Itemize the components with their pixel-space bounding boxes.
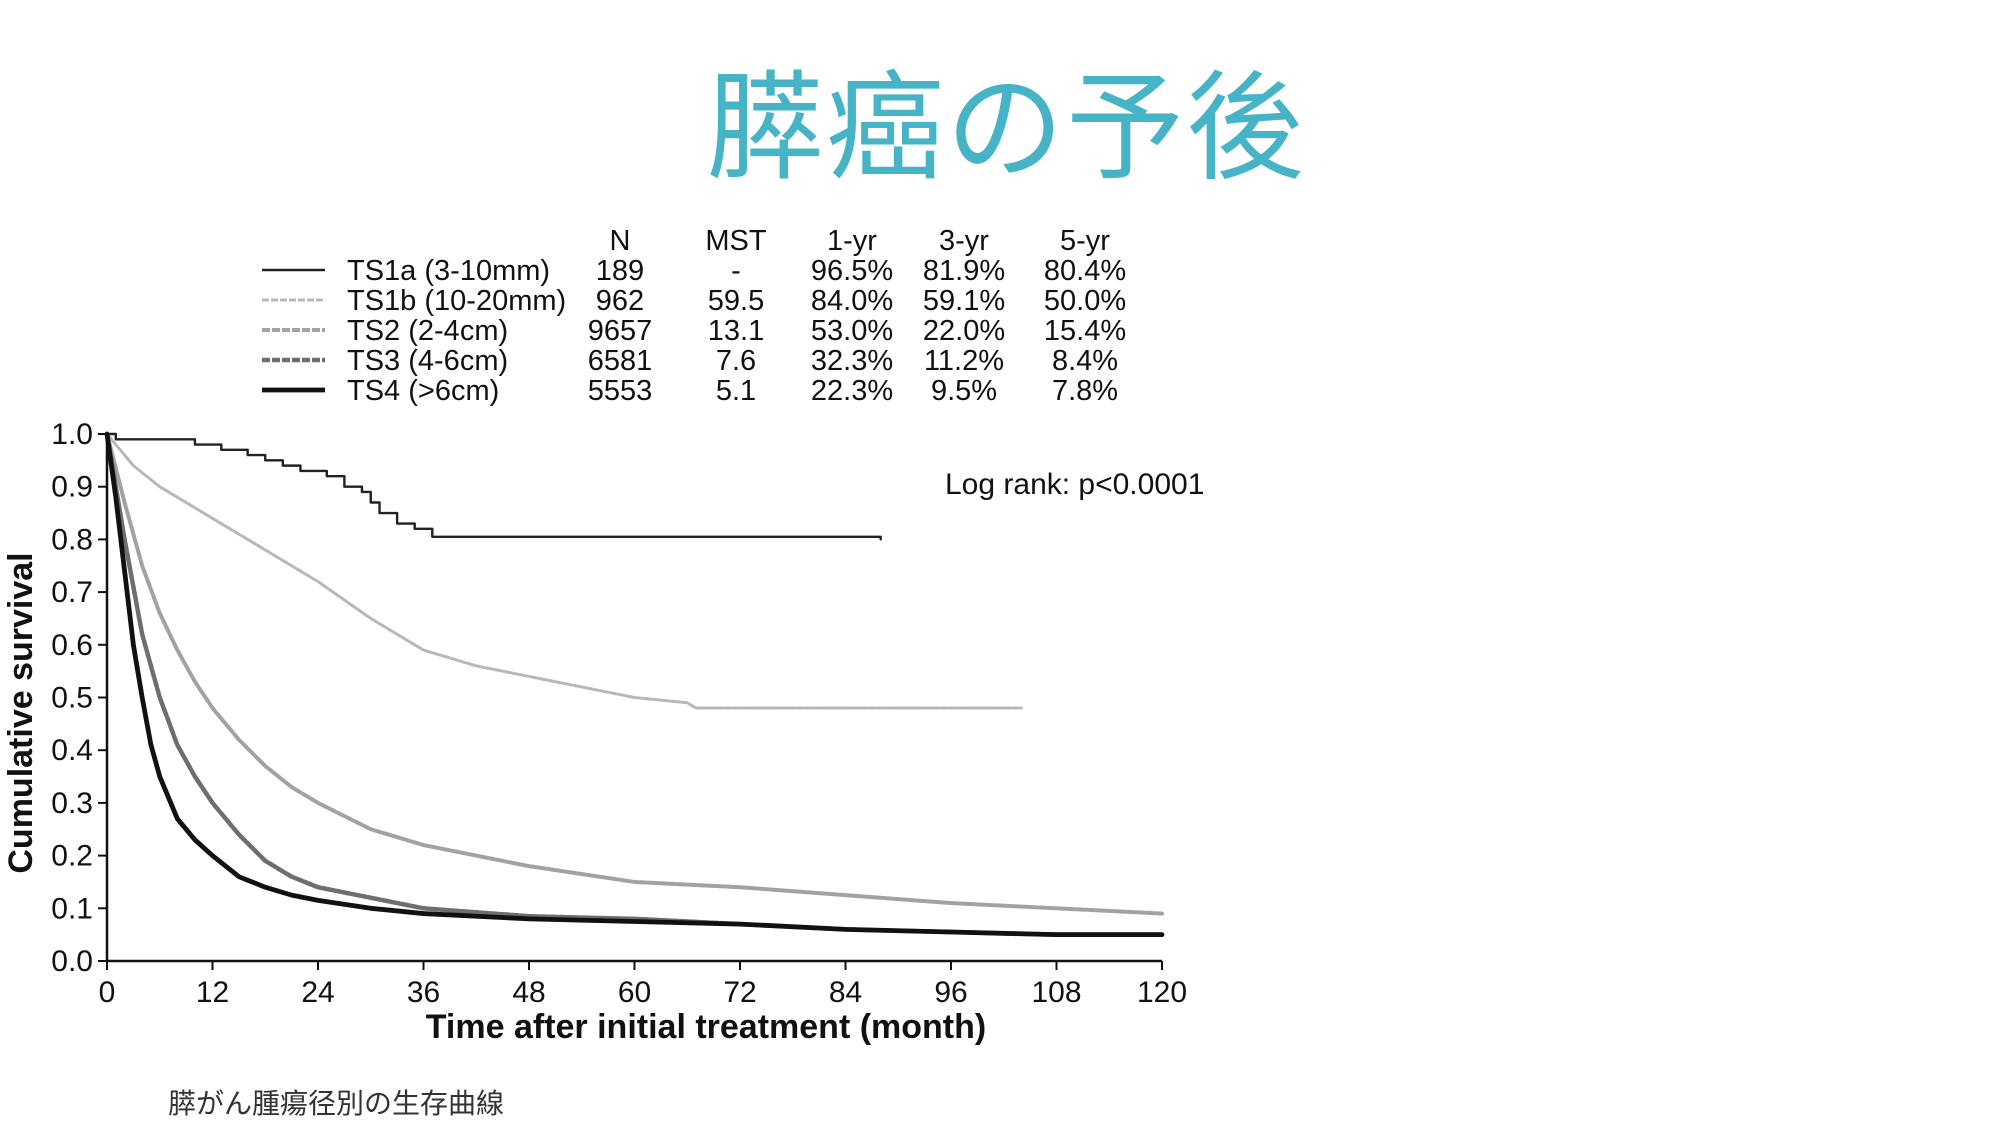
figure-caption: 膵がん腫瘍径別の生存曲線 xyxy=(168,1087,505,1120)
table-cell-ts2-yr3: 22.0% xyxy=(923,315,1005,347)
y-tick-label-0.9: 0.9 xyxy=(51,471,93,504)
table-cell-ts1a-yr5: 80.4% xyxy=(1044,255,1126,287)
table-header-n: N xyxy=(610,225,631,257)
table-cell-ts2-n: 9657 xyxy=(588,315,653,347)
slide-title: 膵癌の予後 xyxy=(705,59,1306,197)
table-cell-ts3-n: 6581 xyxy=(588,345,653,377)
table-cell-ts3-mst: 7.6 xyxy=(716,345,756,377)
y-tick-label-0.3: 0.3 xyxy=(51,787,93,820)
log-rank-annotation: Log rank: p<0.0001 xyxy=(945,468,1204,501)
table-cell-ts2-mst: 13.1 xyxy=(708,315,764,347)
x-tick-label-72: 72 xyxy=(723,976,756,1009)
curve-ts3 xyxy=(104,431,1165,937)
legend-label-ts1a: TS1a (3-10mm) xyxy=(347,255,550,287)
table-cell-ts1a-yr1: 96.5% xyxy=(811,255,893,287)
legend-label-ts1b: TS1b (10-20mm) xyxy=(347,285,566,317)
x-tick-label-120: 120 xyxy=(1137,976,1187,1009)
table-cell-ts1b-yr1: 84.0% xyxy=(811,285,893,317)
table-header-yr5: 5-yr xyxy=(1060,225,1110,257)
table-cell-ts1b-yr3: 59.1% xyxy=(923,285,1005,317)
table-cell-ts1b-n: 962 xyxy=(596,285,644,317)
curve-ts2 xyxy=(105,432,1164,916)
table-cell-ts4-n: 5553 xyxy=(588,375,653,407)
x-tick-label-60: 60 xyxy=(618,976,651,1009)
x-tick-label-108: 108 xyxy=(1031,976,1081,1009)
curve-ts1b xyxy=(105,432,1023,710)
x-tick-label-96: 96 xyxy=(934,976,967,1009)
y-tick-label-1.0: 1.0 xyxy=(51,418,93,451)
table-cell-ts3-yr5: 8.4% xyxy=(1052,345,1118,377)
legend-label-ts2: TS2 (2-4cm) xyxy=(347,315,508,347)
y-tick-label-0.0: 0.0 xyxy=(51,945,93,978)
table-cell-ts4-yr5: 7.8% xyxy=(1052,375,1118,407)
curve-ts4 xyxy=(104,431,1165,938)
x-tick-label-12: 12 xyxy=(196,976,229,1009)
curve-ts1a xyxy=(105,432,882,541)
x-axis-label: Time after initial treatment (month) xyxy=(426,1008,986,1046)
table-cell-ts4-yr1: 22.3% xyxy=(811,375,893,407)
table-cell-ts4-mst: 5.1 xyxy=(716,375,756,407)
axes: 0 12 24 36 48 60 72 84 96 108 120 0.0 0.1 0.2 0.3 0.4 0.… xyxy=(51,418,1187,1009)
survival-curves xyxy=(104,431,1165,938)
table-cell-ts2-yr5: 15.4% xyxy=(1044,315,1126,347)
y-tick-label-0.7: 0.7 xyxy=(51,576,93,609)
table-cell-ts3-yr3: 11.2% xyxy=(924,345,1004,377)
table-cell-ts1a-mst: - xyxy=(731,255,741,287)
table-cell-ts1a-yr3: 81.9% xyxy=(923,255,1005,287)
legend-label-ts3: TS3 (4-6cm) xyxy=(347,345,508,377)
table-cell-ts1b-yr5: 50.0% xyxy=(1044,285,1126,317)
y-tick-label-0.6: 0.6 xyxy=(51,629,93,662)
x-tick-label-84: 84 xyxy=(829,976,862,1009)
table-cell-ts1b-mst: 59.5 xyxy=(708,285,764,317)
table-cell-ts2-yr1: 53.0% xyxy=(811,315,893,347)
y-tick-label-0.8: 0.8 xyxy=(51,523,93,556)
table-cell-ts1a-n: 189 xyxy=(596,255,644,287)
table-cell-ts4-yr3: 9.5% xyxy=(931,375,997,407)
x-tick-label-0: 0 xyxy=(99,976,116,1009)
x-tick-label-48: 48 xyxy=(512,976,545,1009)
table-header-yr3: 3-yr xyxy=(939,225,989,257)
table-header-mst: MST xyxy=(705,225,767,257)
legend-table: N MST 1-yr 3-yr 5-yr TS1a (3-10mm) 189 - 96.5% 81… xyxy=(262,225,1126,407)
table-cell-ts3-yr1: 32.3% xyxy=(811,345,893,377)
y-tick-label-0.4: 0.4 xyxy=(51,734,93,767)
table-header-yr1: 1-yr xyxy=(827,225,877,257)
y-tick-label-0.5: 0.5 xyxy=(51,682,93,715)
y-tick-label-0.2: 0.2 xyxy=(51,840,93,873)
legend-label-ts4: TS4 (>6cm) xyxy=(347,375,499,407)
x-tick-label-24: 24 xyxy=(301,976,334,1009)
y-tick-label-0.1: 0.1 xyxy=(51,892,93,925)
x-tick-label-36: 36 xyxy=(407,976,440,1009)
y-axis-label: Cumulative survival xyxy=(2,552,40,873)
